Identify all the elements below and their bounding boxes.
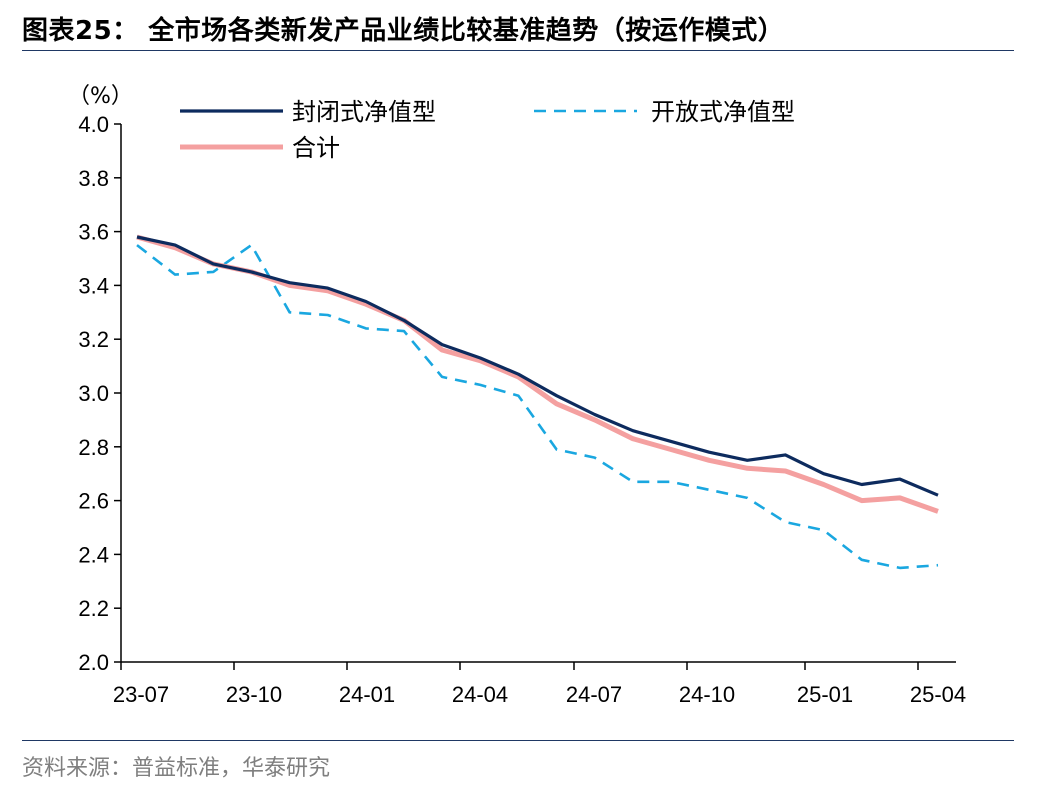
y-tick-label: 3.2 bbox=[78, 327, 109, 352]
y-tick-label: 3.4 bbox=[78, 273, 109, 298]
x-tick-label: 23-07 bbox=[113, 682, 169, 707]
x-tick-label: 24-07 bbox=[566, 682, 622, 707]
x-tick-label: 24-01 bbox=[339, 682, 395, 707]
series-line-closed bbox=[136, 235, 939, 497]
y-tick-label: 2.2 bbox=[78, 596, 109, 621]
y-unit-label: （%） bbox=[68, 84, 133, 109]
source-note: 资料来源：普益标准，华泰研究 bbox=[22, 756, 331, 781]
series-lines bbox=[136, 234, 939, 570]
x-tick-label: 23-10 bbox=[226, 682, 282, 707]
y-tick-label: 3.6 bbox=[78, 220, 109, 245]
source-rule bbox=[22, 740, 1014, 741]
y-tick-label: 4.0 bbox=[78, 112, 109, 137]
y-tick-label: 3.8 bbox=[78, 166, 109, 191]
legend-label-closed: 封闭式净值型 bbox=[292, 98, 436, 126]
axes: 4.0 3.8 3.6 3.4 3.2 3.0 2.8 2.6 2.4 2.2 2.023-07 23… bbox=[78, 112, 966, 707]
legend-label-open: 开放式净值型 bbox=[651, 98, 795, 126]
y-tick-label: 2.0 bbox=[78, 650, 109, 675]
x-tick-label: 24-04 bbox=[452, 682, 508, 707]
x-tick-label: 25-01 bbox=[797, 682, 853, 707]
y-tick-label: 3.0 bbox=[78, 381, 109, 406]
legend-label-total: 合计 bbox=[292, 134, 340, 162]
x-tick-label: 24-10 bbox=[679, 682, 735, 707]
figure-title: 图表25： 全市场各类新发产品业绩比较基准趋势（按运作模式） bbox=[22, 16, 785, 46]
y-tick-label: 2.4 bbox=[78, 542, 109, 567]
title-rule bbox=[22, 50, 1014, 51]
series-line-open bbox=[136, 243, 939, 570]
y-tick-label: 2.6 bbox=[78, 489, 109, 514]
line-chart: （%） 4.03.83.63.43.23.02.82.62.42.22.023-… bbox=[68, 84, 966, 707]
y-tick-label: 2.8 bbox=[78, 435, 109, 460]
x-tick-label: 25-04 bbox=[910, 682, 966, 707]
